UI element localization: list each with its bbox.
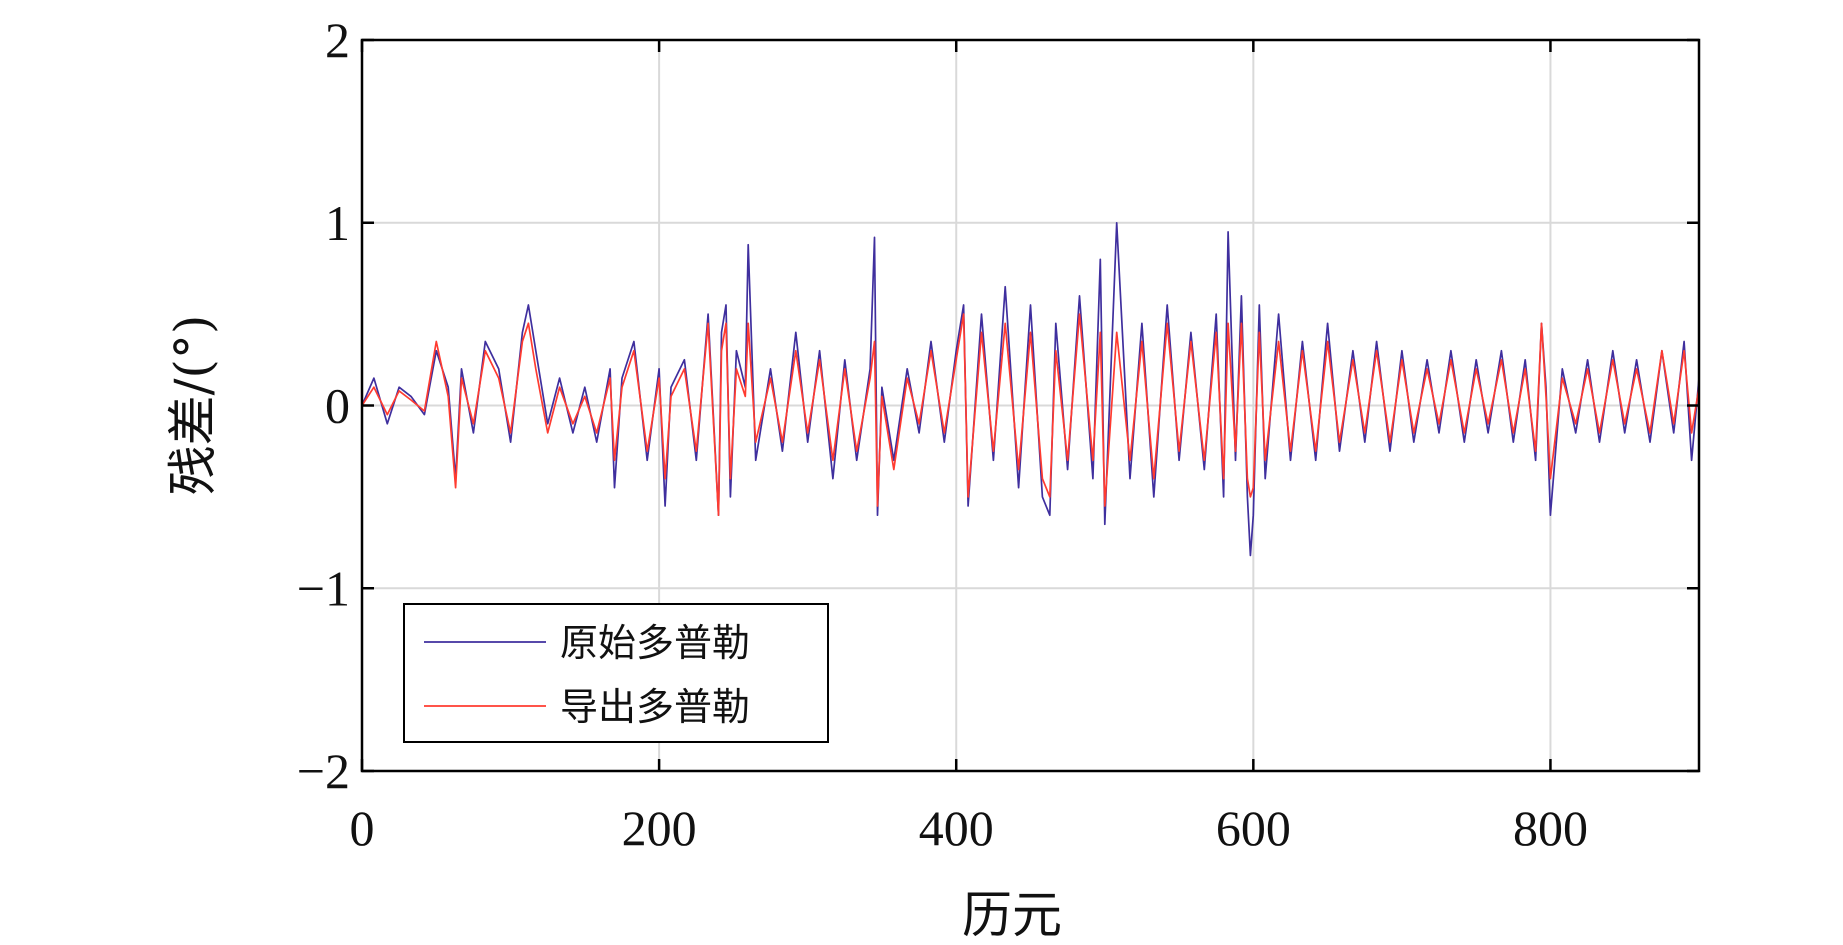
y-tick-labels: 2 1 0 −1 −2: [297, 12, 350, 799]
x-tick-label: 200: [622, 800, 697, 856]
y-tick-label: 2: [325, 12, 350, 68]
legend-label-original: 原始多普勒: [560, 621, 750, 665]
legend: 原始多普勒 导出多普勒: [403, 603, 829, 743]
grid-lines: [362, 40, 1699, 771]
x-tick-label: 800: [1513, 800, 1588, 856]
y-tick-label: 1: [325, 195, 350, 251]
legend-box: [403, 603, 829, 743]
series-lines: [361, 221, 1700, 557]
x-tick-label: 600: [1216, 800, 1291, 856]
x-tick-label: 400: [919, 800, 994, 856]
y-tick-label: 0: [325, 378, 350, 434]
x-axis-title: 历元: [962, 886, 1062, 944]
y-tick-label: −2: [297, 743, 350, 799]
y-tick-label: −1: [297, 560, 350, 616]
axis-ticks: [360, 38, 1699, 773]
x-tick-labels: 0 200 400 600 800: [350, 800, 1588, 856]
y-axis-title: 残差/(°): [164, 315, 222, 496]
x-tick-label: 0: [350, 800, 375, 856]
series-derived-doppler-line: [361, 313, 1700, 517]
legend-label-derived: 导出多普勒: [560, 685, 750, 729]
